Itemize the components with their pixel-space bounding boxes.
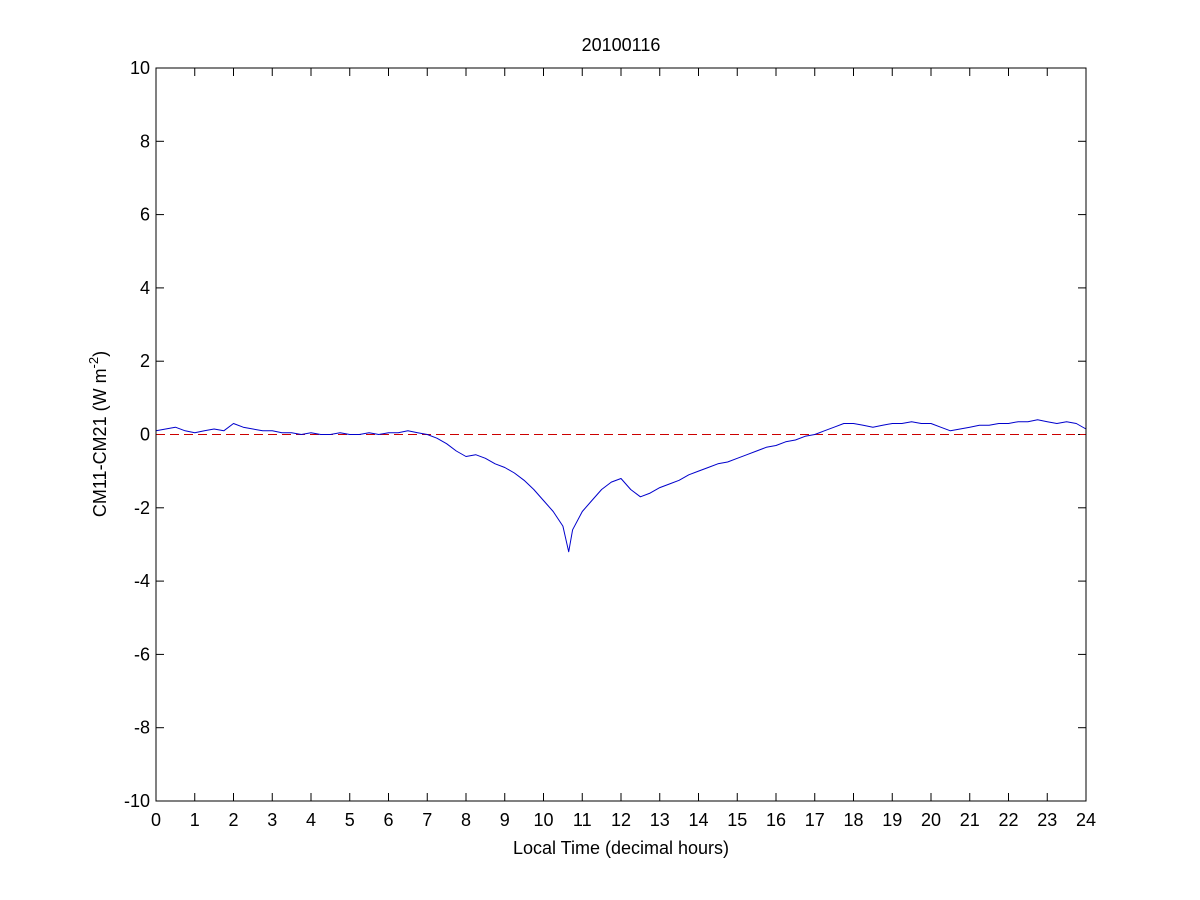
x-tick-label: 22 (998, 810, 1018, 830)
y-axis-label-main: CM11-CM21 (W m (90, 368, 110, 517)
x-tick-label: 11 (573, 810, 592, 830)
x-axis-label: Local Time (decimal hours) (513, 838, 729, 858)
x-tick-label: 23 (1037, 810, 1057, 830)
axis-ticks (155, 67, 1087, 802)
y-tick-label: -8 (134, 718, 150, 738)
x-tick-labels: 0 1 2 3 4 5 6 7 8 9 10 11 12 13 14 15 16 17 18 19 20 21 22 23 24 (151, 810, 1096, 830)
x-tick-label: 1 (190, 810, 200, 830)
x-tick-label: 17 (805, 810, 825, 830)
y-tick-label: 10 (130, 58, 150, 78)
data-series (155, 419, 1087, 553)
y-tick-label: 4 (140, 278, 150, 298)
x-tick-label: 3 (267, 810, 277, 830)
series-line (155, 419, 1087, 553)
y-tick-label: -10 (124, 791, 150, 811)
x-tick-label: 2 (228, 810, 238, 830)
x-tick-label: 24 (1076, 810, 1096, 830)
x-tick-label: 9 (500, 810, 510, 830)
x-tick-label: 12 (611, 810, 631, 830)
y-axis-label-close: ) (90, 351, 110, 357)
x-tick-label: 0 (151, 810, 161, 830)
y-tick-label: 2 (140, 351, 150, 371)
y-axis-label-exponent: -2 (86, 357, 101, 369)
x-tick-label: 4 (306, 810, 316, 830)
x-tick-label: 21 (960, 810, 980, 830)
y-tick-label: 6 (140, 205, 150, 225)
x-tick-label: 6 (383, 810, 393, 830)
x-tick-label: 15 (727, 810, 747, 830)
y-axis-label: CM11-CM21 (W m-2) (86, 351, 110, 517)
y-tick-label: -6 (134, 644, 150, 664)
x-tick-label: 19 (882, 810, 902, 830)
y-tick-label: -4 (134, 571, 150, 591)
x-tick-label: 8 (461, 810, 471, 830)
y-tick-label: 8 (140, 131, 150, 151)
x-tick-label: 14 (688, 810, 708, 830)
plot-frame (155, 67, 1087, 802)
x-tick-label: 18 (843, 810, 863, 830)
x-tick-label: 13 (650, 810, 670, 830)
x-tick-label: 20 (921, 810, 941, 830)
y-tick-label: -2 (134, 498, 150, 518)
y-tick-labels: -10 -8 -6 -4 -2 0 2 4 6 8 10 (124, 58, 150, 811)
x-tick-label: 10 (533, 810, 553, 830)
x-tick-label: 5 (345, 810, 355, 830)
chart-title: 20100116 (582, 35, 661, 55)
y-tick-label: 0 (140, 425, 150, 445)
x-tick-label: 7 (422, 810, 432, 830)
x-tick-label: 16 (766, 810, 786, 830)
